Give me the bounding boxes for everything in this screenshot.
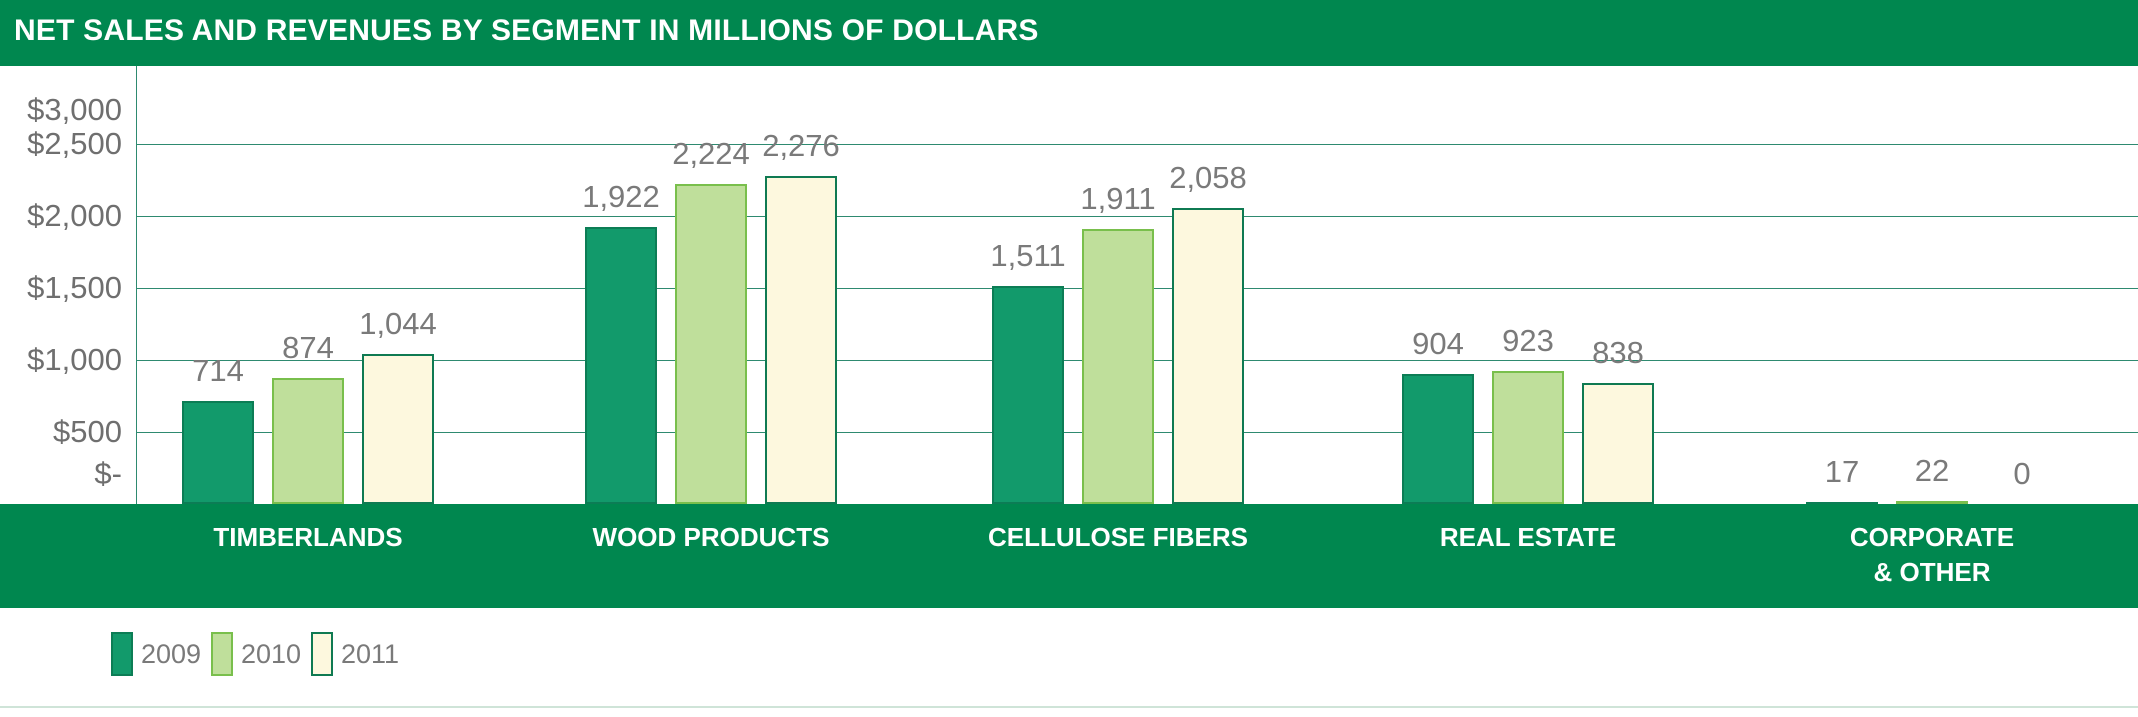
bar-value-label: 0 xyxy=(2013,456,2031,491)
category-label: WOOD PRODUCTS xyxy=(592,522,830,552)
bar-2011-2 xyxy=(1172,208,1244,504)
bar-value-label: 838 xyxy=(1592,335,1644,370)
y-tick-label: $2,000 xyxy=(27,198,122,233)
bar-value-label: 2,058 xyxy=(1169,160,1247,195)
category-band xyxy=(0,504,2138,608)
chart-title: NET SALES AND REVENUES BY SEGMENT IN MIL… xyxy=(14,14,1039,47)
bar-value-label: 22 xyxy=(1914,453,1950,488)
bar-2010-1 xyxy=(675,184,747,504)
y-tick-label: $2,500 xyxy=(27,126,122,161)
bar-value-label: 923 xyxy=(1502,323,1554,358)
bar-2011-1 xyxy=(765,176,837,504)
bar-2009-1 xyxy=(585,227,657,504)
legend-swatch xyxy=(111,632,133,676)
legend-swatch xyxy=(211,632,233,676)
legend-swatch xyxy=(311,632,333,676)
bar-2009-0 xyxy=(182,401,254,504)
bar-2011-0 xyxy=(362,354,434,504)
y-tick-label: $1,000 xyxy=(27,342,122,377)
title-bar: NET SALES AND REVENUES BY SEGMENT IN MIL… xyxy=(0,0,2138,66)
bar-2011-3 xyxy=(1582,383,1654,504)
y-tick-label: $3,000 xyxy=(27,92,122,127)
bar-2010-0 xyxy=(272,378,344,504)
legend-label: 2011 xyxy=(341,639,400,669)
category-label: REAL ESTATE xyxy=(1439,522,1617,552)
bar-value-label: 874 xyxy=(282,330,334,365)
category-label: TIMBERLANDS xyxy=(213,522,403,552)
bar-value-label: 714 xyxy=(192,353,244,388)
bar-2010-3 xyxy=(1492,371,1564,504)
bar-value-label: 1,044 xyxy=(359,306,437,341)
legend-label: 2009 xyxy=(141,639,202,669)
bar-value-label: 17 xyxy=(1824,454,1860,489)
bar-value-label: 2,276 xyxy=(762,128,840,163)
bar-value-label: 1,511 xyxy=(990,238,1066,273)
y-tick-label: $500 xyxy=(53,414,122,449)
bar-value-label: 2,224 xyxy=(672,136,750,171)
bar-value-label: 1,911 xyxy=(1080,181,1156,216)
bottom-rule xyxy=(0,706,2138,708)
bar-2009-2 xyxy=(992,286,1064,504)
y-tick-label: $- xyxy=(94,456,122,491)
bar-2010-2 xyxy=(1082,229,1154,504)
bar-2009-3 xyxy=(1402,374,1474,504)
category-label: CORPORATE & OTHER xyxy=(1849,522,2015,587)
y-axis-line xyxy=(136,66,137,506)
legend-label: 2010 xyxy=(241,639,302,669)
bar-value-label: 904 xyxy=(1412,326,1464,361)
category-label: CELLULOSE FIBERS xyxy=(987,522,1248,552)
gridline xyxy=(136,216,2138,217)
bar-value-label: 1,922 xyxy=(582,179,660,214)
y-tick-label: $1,500 xyxy=(27,270,122,305)
gridline xyxy=(136,144,2138,145)
